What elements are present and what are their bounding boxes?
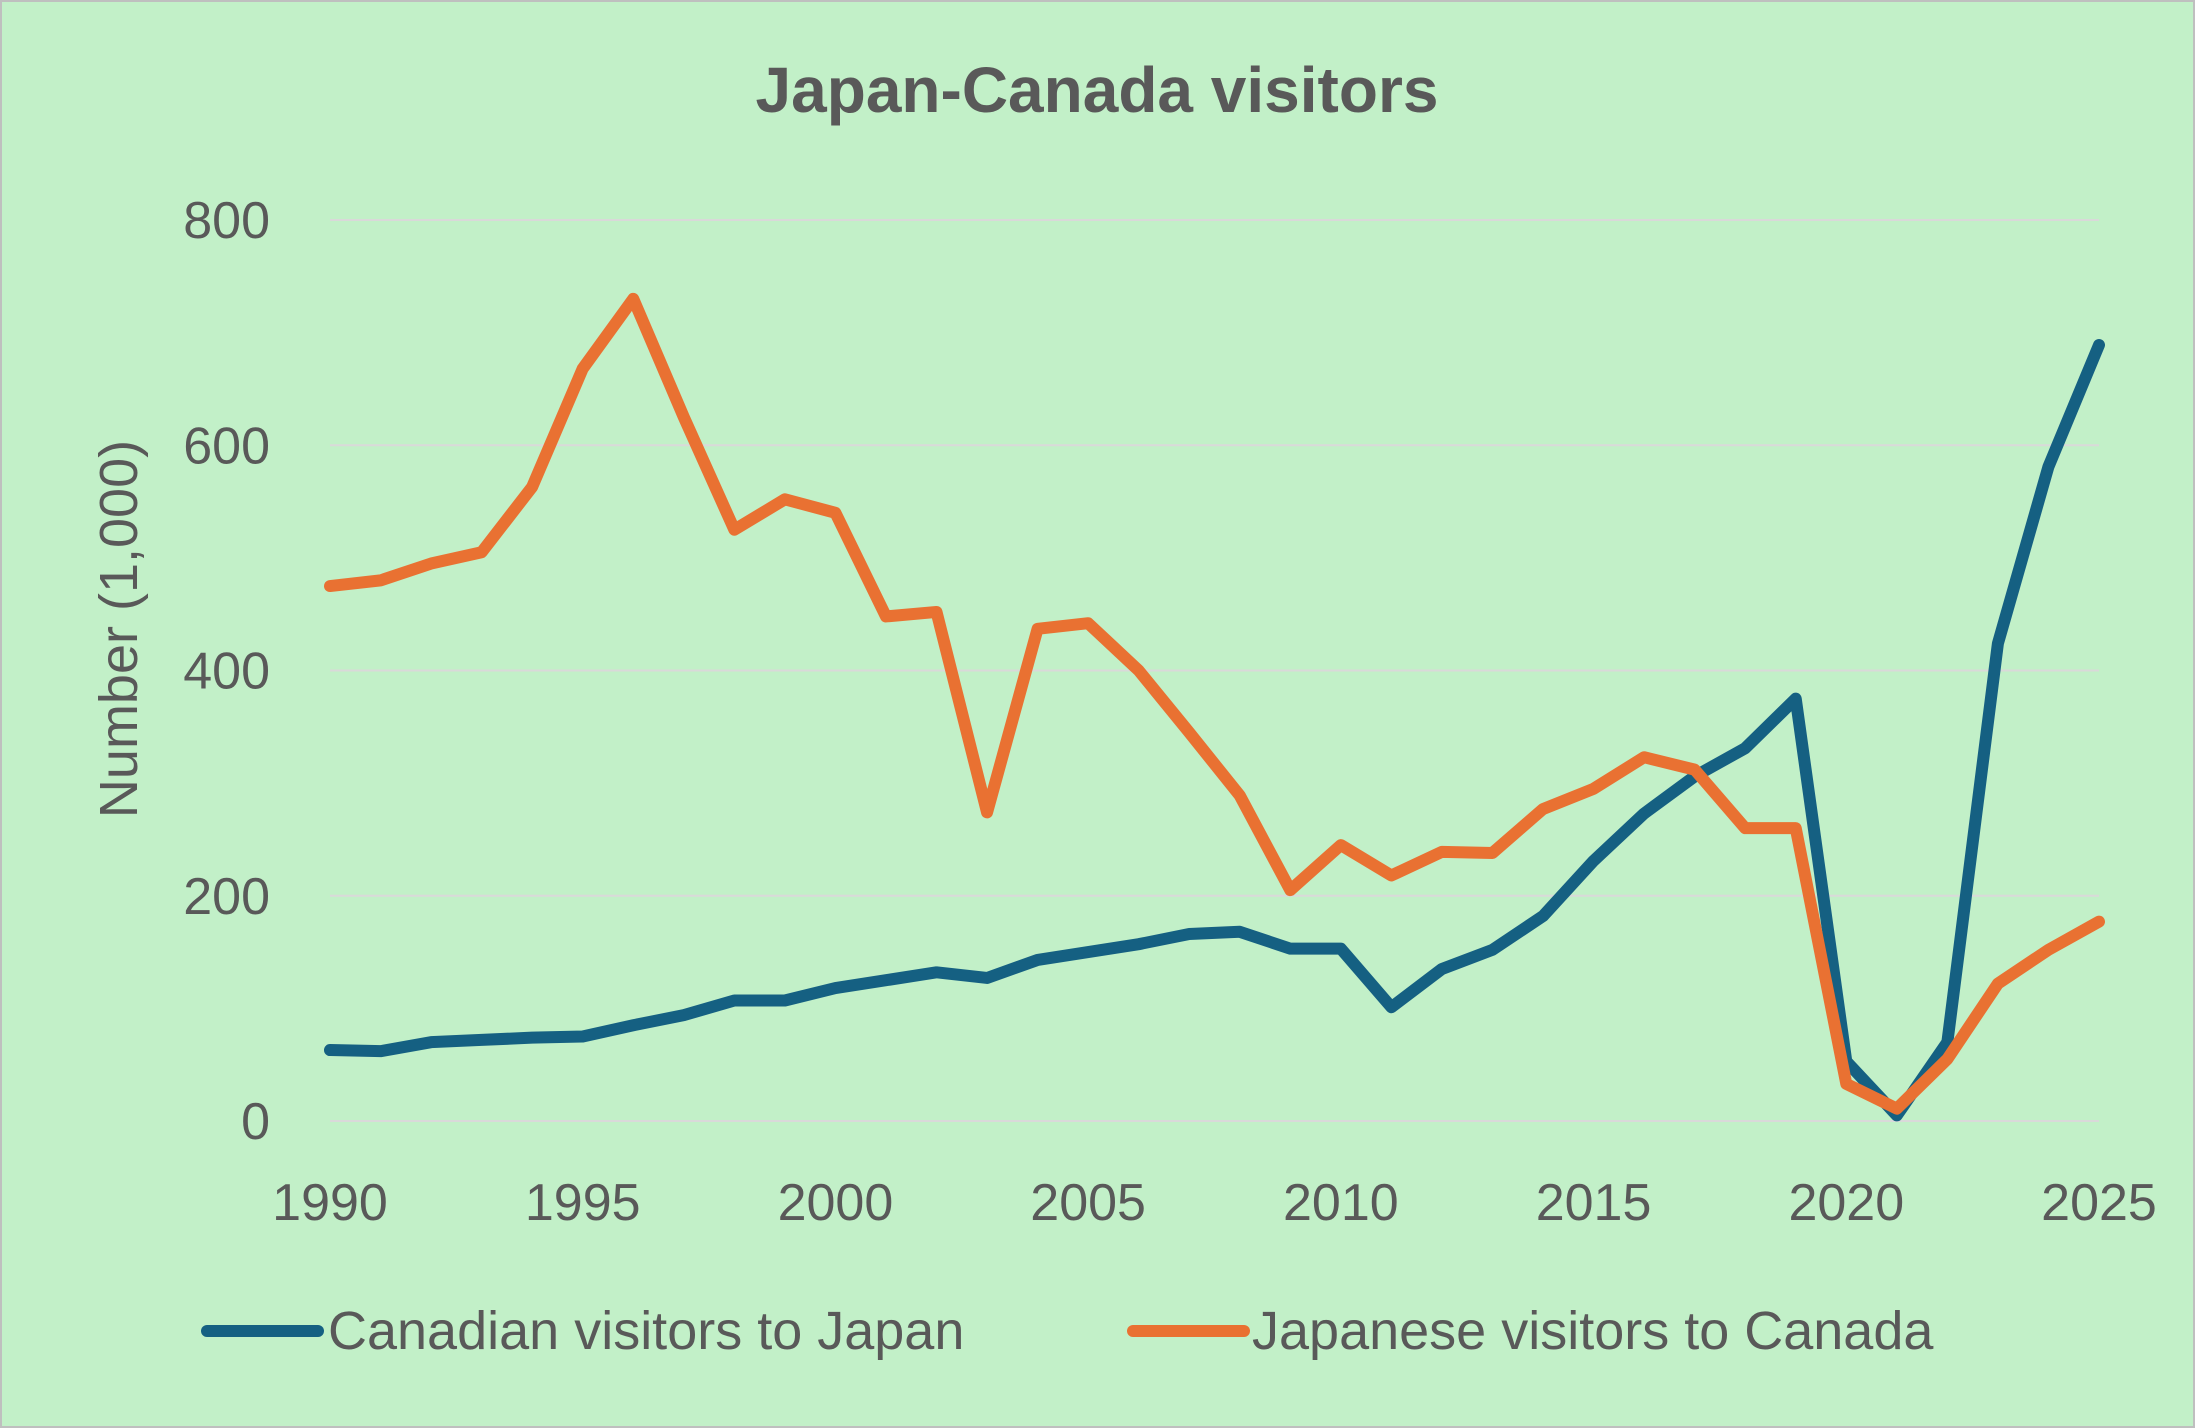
data-point: [1588, 855, 1600, 867]
data-point: [324, 580, 336, 592]
legend-label: Canadian visitors to Japan: [328, 1301, 964, 1361]
data-point: [1689, 764, 1701, 776]
y-axis-tick-labels: 0 200 400 600 800: [183, 192, 270, 1151]
data-point: [678, 411, 690, 423]
data-point: [425, 1036, 437, 1048]
x-tick-label: 2020: [1788, 1174, 1904, 1232]
data-point: [577, 1031, 589, 1043]
series-line: [324, 339, 2105, 1122]
legend: Canadian visitors to Japan Japanese visit…: [201, 1301, 1934, 1361]
data-point: [1739, 742, 1751, 754]
data-point: [728, 994, 740, 1006]
data-point: [1335, 839, 1347, 851]
data-point: [324, 1044, 336, 1056]
x-tick-label: 2000: [778, 1174, 894, 1232]
data-point: [1840, 1078, 1852, 1090]
data-point: [1486, 847, 1498, 859]
series-canadian-visitors: [324, 339, 2105, 1122]
data-point: [2093, 339, 2105, 351]
data-point: [1284, 943, 1296, 955]
data-point: [425, 558, 437, 570]
data-point: [1032, 954, 1044, 966]
x-tick-label: 2010: [1283, 1174, 1399, 1232]
data-point: [1638, 808, 1650, 820]
x-tick-label: 1990: [272, 1174, 388, 1232]
data-point: [1992, 637, 2004, 649]
data-point: [880, 974, 892, 986]
data-point: [1486, 944, 1498, 956]
data-point: [678, 1009, 690, 1021]
data-point: [779, 493, 791, 505]
data-point: [1335, 943, 1347, 955]
x-tick-label: 1995: [525, 1174, 641, 1232]
data-point: [526, 481, 538, 493]
chart-title: Japan-Canada visitors: [756, 54, 1439, 126]
data-point: [728, 524, 740, 536]
data-point: [1284, 884, 1296, 896]
data-point: [1436, 963, 1448, 975]
legend-item: Canadian visitors to Japan: [201, 1301, 964, 1361]
series-japanese-visitors: [324, 292, 2105, 1115]
y-tick-label: 200: [183, 868, 270, 926]
plot-series: [324, 292, 2105, 1122]
data-point: [1790, 822, 1802, 834]
data-point: [1891, 1103, 1903, 1115]
y-axis-label: Number (1,000): [89, 440, 149, 818]
data-point: [1183, 928, 1195, 940]
y-tick-label: 600: [183, 417, 270, 475]
data-point: [375, 574, 387, 586]
data-point: [1537, 910, 1549, 922]
data-point: [829, 982, 841, 994]
data-point: [1385, 1001, 1397, 1013]
x-tick-label: 2005: [1030, 1174, 1146, 1232]
data-point: [1082, 946, 1094, 958]
data-point: [1133, 938, 1145, 950]
data-point: [1032, 623, 1044, 635]
data-point: [981, 972, 993, 984]
data-point: [627, 293, 639, 305]
y-tick-label: 0: [241, 1093, 270, 1151]
data-point: [1941, 1053, 1953, 1065]
data-point: [931, 606, 943, 618]
data-point: [2042, 461, 2054, 473]
data-point: [577, 363, 589, 375]
data-point: [375, 1045, 387, 1057]
y-tick-label: 800: [183, 192, 270, 250]
data-point: [1638, 751, 1650, 763]
data-point: [1739, 822, 1751, 834]
data-point: [526, 1032, 538, 1044]
data-point: [1133, 665, 1145, 677]
data-point: [1436, 846, 1448, 858]
series-line: [324, 292, 2105, 1115]
legend-label: Japanese visitors to Canada: [1252, 1301, 1934, 1361]
data-point: [1183, 726, 1195, 738]
data-point: [1082, 617, 1094, 629]
data-point: [2042, 944, 2054, 956]
data-point: [476, 546, 488, 558]
data-point: [1234, 926, 1246, 938]
x-tick-label: 2025: [2041, 1174, 2157, 1232]
data-point: [1385, 869, 1397, 881]
data-point: [1234, 790, 1246, 802]
data-point: [880, 610, 892, 622]
y-tick-label: 400: [183, 643, 270, 701]
legend-item: Japanese visitors to Canada: [1127, 1301, 1934, 1361]
data-point: [2093, 916, 2105, 928]
data-point: [1588, 783, 1600, 795]
data-point: [1537, 803, 1549, 815]
data-point: [1790, 693, 1802, 705]
data-point: [981, 806, 993, 818]
data-point: [829, 507, 841, 519]
data-point: [931, 966, 943, 978]
x-axis-tick-labels: 1990 1995 2000 2005 2010 2015 2020 2025: [272, 1174, 2157, 1232]
x-tick-label: 2015: [1536, 1174, 1652, 1232]
data-point: [1992, 978, 2004, 990]
data-point: [476, 1034, 488, 1046]
data-point: [627, 1019, 639, 1031]
data-point: [779, 994, 791, 1006]
